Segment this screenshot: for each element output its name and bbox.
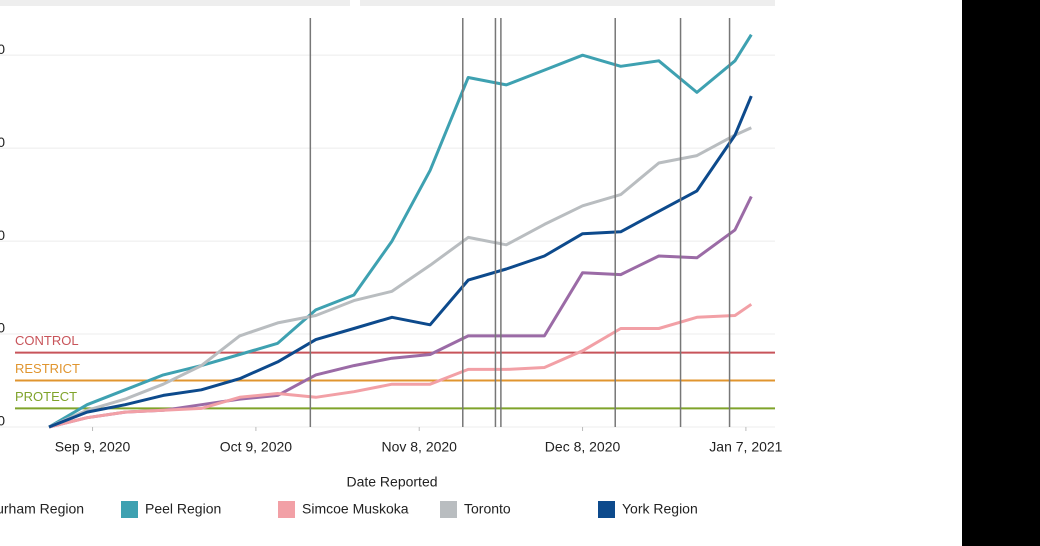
threshold-label: CONTROL <box>15 333 79 348</box>
y-tick-label: 50 <box>0 320 5 336</box>
legend-swatch <box>278 501 295 518</box>
y-tick-label: 0 <box>0 413 5 429</box>
series-line <box>48 195 753 429</box>
legend-swatch <box>440 501 457 518</box>
legend-label: Simcoe Muskoka <box>302 501 409 517</box>
y-tick-label: 100 <box>0 227 5 243</box>
series-line <box>48 126 752 429</box>
y-tick-label: 150 <box>0 134 5 150</box>
top-bar <box>360 0 775 6</box>
y-tick-label: 200 <box>0 41 5 57</box>
legend-label: Durham Region <box>0 501 84 517</box>
x-tick-label: Oct 9, 2020 <box>220 439 293 455</box>
legend-label: Peel Region <box>145 501 221 517</box>
series-line <box>48 33 753 429</box>
x-tick-label: Sep 9, 2020 <box>55 439 131 455</box>
legend-swatch <box>598 501 615 518</box>
x-axis-title: Date Reported <box>346 474 437 490</box>
legend-swatch <box>121 501 138 518</box>
black-margin <box>962 0 1040 546</box>
threshold-label: PROTECT <box>15 389 77 404</box>
x-tick-label: Nov 8, 2020 <box>381 439 457 455</box>
x-tick-label: Jan 7, 2021 <box>709 439 782 455</box>
x-tick-label: Dec 8, 2020 <box>545 439 621 455</box>
series-line <box>48 303 753 429</box>
series-line <box>48 95 753 429</box>
threshold-label: RESTRICT <box>15 361 80 376</box>
legend-label: York Region <box>622 501 698 517</box>
legend-label: Toronto <box>464 501 511 517</box>
top-bar <box>0 0 350 6</box>
